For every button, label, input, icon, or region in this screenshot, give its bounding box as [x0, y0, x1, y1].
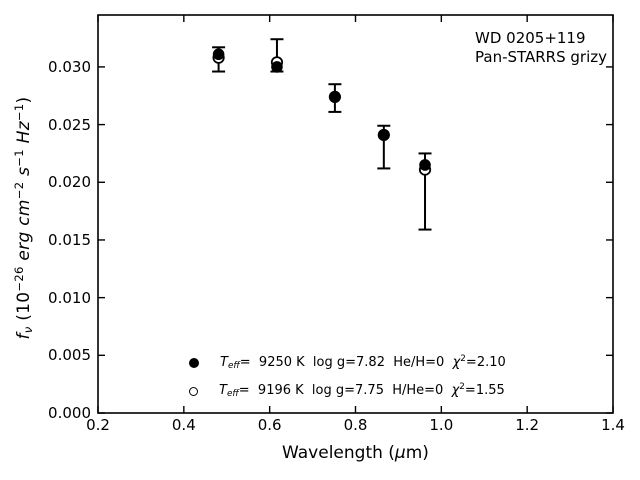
y-tick-label: 0.010: [48, 288, 91, 307]
text-segment: m): [405, 443, 429, 463]
open-circle-icon: [189, 386, 198, 396]
text-segment: = 9196 K log g=7.75 H/He=0: [238, 382, 452, 398]
x-tick-label: 0.4: [171, 416, 196, 434]
text-segment: =2.10: [465, 354, 506, 370]
filled-circle-icon: [189, 358, 199, 368]
text-segment: −2: [11, 181, 26, 200]
text-segment: χ: [452, 354, 461, 370]
legend-row: Teff= 9250 K log g=7.82 He/H=0 χ2=2.10: [189, 349, 506, 377]
text-segment: f: [14, 333, 34, 340]
text-segment: eff: [226, 388, 239, 399]
text-segment: Wavelength (: [282, 443, 395, 463]
y-tick-label: 0.005: [48, 346, 91, 365]
data-point-filled-circle: [329, 91, 341, 103]
x-tick-label: 1.4: [601, 416, 625, 434]
text-segment: 2: [460, 353, 466, 364]
text-segment: T: [220, 354, 228, 370]
data-point-filled-circle: [419, 159, 431, 171]
y-tick-label: 0.000: [48, 404, 91, 422]
x-tick-label: 0.8: [343, 416, 368, 434]
text-segment: T: [219, 382, 227, 398]
annotation-object-name: WD 0205+119: [475, 29, 586, 47]
text-segment: −1: [11, 103, 26, 122]
y-tick-label: 0.025: [48, 115, 91, 134]
y-tick-label: 0.015: [48, 230, 91, 249]
text-segment: = 9250 K log g=7.82 He/H=0: [239, 354, 453, 370]
data-point-filled-circle: [378, 129, 390, 141]
x-tick-label: 1.2: [515, 416, 540, 434]
x-axis-label: Wavelength (μm): [98, 442, 613, 464]
legend-row: Teff= 9196 K log g=7.75 H/He=0 χ2=1.55: [189, 377, 506, 405]
text-segment: −26: [11, 266, 26, 292]
legend-entry-text: Teff= 9196 K log g=7.75 H/He=0 χ2=1.55: [219, 381, 505, 400]
text-segment: ν: [21, 326, 36, 334]
x-tick-label: 0.6: [257, 416, 282, 434]
legend-entry-text: Teff= 9250 K log g=7.82 He/H=0 χ2=2.10: [220, 353, 506, 372]
y-tick-label: 0.030: [48, 57, 91, 76]
text-segment: χ: [451, 382, 460, 398]
text-segment: 2: [459, 381, 465, 392]
text-segment: =1.55: [464, 382, 505, 398]
data-point-filled-circle: [271, 61, 283, 73]
text-segment: erg cm: [14, 199, 34, 261]
text-segment: μ: [394, 443, 406, 463]
text-segment: eff: [227, 360, 240, 371]
text-segment: −1: [11, 149, 26, 167]
x-tick-label: 0.2: [86, 416, 110, 434]
legend: Teff= 9250 K log g=7.82 He/H=0 χ2=2.10 Te…: [189, 349, 506, 405]
x-tick-label: 1.0: [429, 416, 454, 434]
annotation-survey-name: Pan-STARRS grizy: [475, 48, 608, 66]
data-point-filled-circle: [212, 48, 225, 61]
plot-annotation: WD 0205+119 Pan-STARRS grizy: [475, 29, 607, 67]
y-tick-label: 0.020: [48, 173, 91, 192]
